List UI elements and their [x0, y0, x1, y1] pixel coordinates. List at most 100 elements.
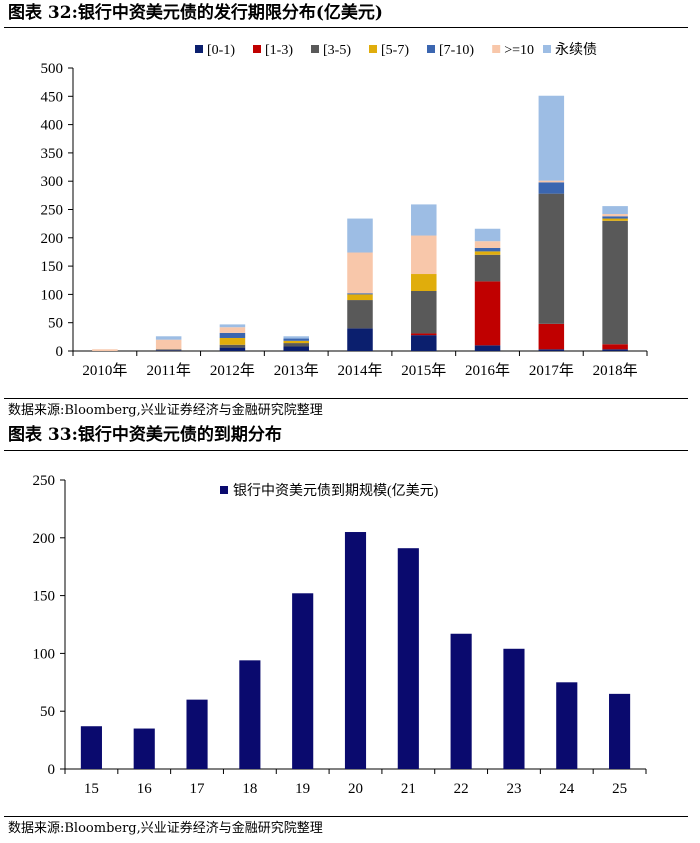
bar-segment	[133, 728, 155, 769]
figure-1-title: 图表 32:银行中资美元债的发行期限分布(亿美元)	[8, 3, 383, 23]
y-tick-label: 200	[33, 531, 56, 547]
y-tick-label: 450	[41, 89, 64, 105]
x-tick-label: 18	[242, 781, 257, 797]
bar-segment	[155, 349, 182, 351]
bar-segment	[219, 327, 246, 333]
bar-segment	[347, 218, 373, 253]
legend-swatch	[220, 486, 228, 494]
x-tick-label: 20	[348, 781, 363, 797]
legend-swatch	[311, 45, 319, 53]
bar-segment	[474, 281, 501, 346]
bar-segment	[397, 548, 419, 769]
figure-2-title: 图表 33:银行中资美元债的到期分布	[8, 425, 282, 445]
y-tick-label: 50	[48, 316, 63, 332]
bar-segment	[503, 648, 525, 769]
bar-segment	[155, 336, 182, 340]
legend-label: [1-3)	[265, 43, 293, 58]
bar-segment	[474, 247, 501, 252]
figure-1-bottom-rule	[4, 398, 688, 399]
bar-segment	[347, 294, 373, 301]
bar-segment	[474, 228, 501, 242]
y-tick-label: 150	[33, 589, 56, 605]
bar-segment	[283, 336, 309, 339]
bar-segment	[602, 344, 628, 350]
bar-segment	[347, 252, 373, 294]
y-tick-label: 350	[41, 146, 64, 162]
x-tick-label: 2014年	[337, 362, 382, 379]
bar-segment	[155, 350, 182, 351]
y-tick-label: 400	[41, 118, 64, 134]
x-tick-label: 2012年	[210, 362, 255, 379]
bar-segment	[602, 216, 628, 219]
x-tick-label: 22	[454, 781, 469, 797]
figure-2-bottom-rule	[4, 816, 688, 817]
y-tick-label: 250	[41, 203, 64, 219]
bar-segment	[283, 340, 309, 344]
bar-segment	[219, 337, 246, 345]
legend-swatch	[492, 45, 501, 53]
bar-segment	[602, 220, 628, 345]
bar-segment	[538, 95, 565, 181]
bar-segment	[538, 180, 565, 183]
figure-2-top-rule	[4, 450, 688, 451]
bar-segment	[155, 339, 182, 350]
bar-segment	[219, 347, 246, 351]
bar-segment	[538, 193, 565, 324]
figure-1-source: 数据来源:Bloomberg,兴业证券经济与金融研究院整理	[8, 403, 323, 418]
legend-label: 永续债	[555, 41, 597, 58]
legend-swatch	[369, 45, 377, 53]
legend-swatch	[253, 45, 261, 53]
bar-segment	[219, 324, 246, 328]
x-tick-label: 2018年	[593, 362, 638, 379]
bar-segment	[474, 241, 501, 248]
bar-segment	[219, 344, 246, 348]
legend-swatch	[195, 45, 203, 53]
y-tick-label: 150	[41, 259, 64, 275]
bar-segment	[474, 345, 501, 351]
x-tick-label: 19	[295, 781, 310, 797]
x-tick-label: 17	[190, 781, 206, 797]
bar-segment	[411, 274, 437, 292]
x-tick-label: 16	[137, 781, 153, 797]
y-tick-label: 500	[41, 61, 64, 77]
legend-label: 银行中资美元债到期规模(亿美元)	[233, 483, 439, 499]
y-tick-label: 0	[56, 344, 64, 360]
x-tick-label: 2010年	[82, 362, 127, 379]
bar-segment	[283, 346, 309, 351]
y-tick-label: 250	[33, 473, 56, 489]
maturity-distribution-bar-chart: 0 50 100 150 200 250 15 16 17 18 19 20 21 22 23 24 25 银行中…	[33, 473, 647, 797]
bar-segment	[538, 182, 565, 194]
bar-segment	[474, 251, 501, 255]
bar-segment	[411, 335, 437, 351]
bar-segment	[411, 291, 437, 334]
y-tick-label: 50	[40, 704, 55, 720]
legend-swatch	[543, 45, 551, 53]
x-tick-label: 2011年	[146, 362, 190, 379]
x-tick-label: 15	[84, 781, 99, 797]
y-tick-label: 0	[48, 762, 56, 778]
bar-segment	[239, 660, 261, 769]
bar-segment	[347, 300, 373, 329]
bar-segment	[292, 593, 314, 769]
bar-segment	[602, 206, 628, 215]
y-tick-label: 100	[41, 287, 64, 303]
x-tick-label: 2016年	[465, 362, 510, 379]
legend-label: [0-1)	[207, 43, 235, 58]
bar-segment	[474, 254, 501, 282]
bar-segment	[283, 343, 309, 347]
bar-segment	[344, 532, 367, 769]
figure-2-source: 数据来源:Bloomberg,兴业证券经济与金融研究院整理	[8, 821, 323, 836]
x-tick-label: 23	[506, 781, 521, 797]
figure-1-top-rule	[4, 27, 688, 28]
bar-segment	[347, 293, 373, 295]
bar-segment	[411, 204, 437, 236]
y-tick-label: 200	[41, 231, 64, 247]
x-tick-label: 25	[612, 781, 627, 797]
x-tick-label: 2015年	[401, 362, 446, 379]
bar-segment	[283, 338, 309, 341]
bar-segment	[92, 349, 118, 351]
bar-segment	[347, 328, 373, 351]
legend-swatch	[427, 45, 435, 53]
bar-segment	[538, 323, 565, 350]
legend-label: [7-10)	[439, 43, 474, 58]
